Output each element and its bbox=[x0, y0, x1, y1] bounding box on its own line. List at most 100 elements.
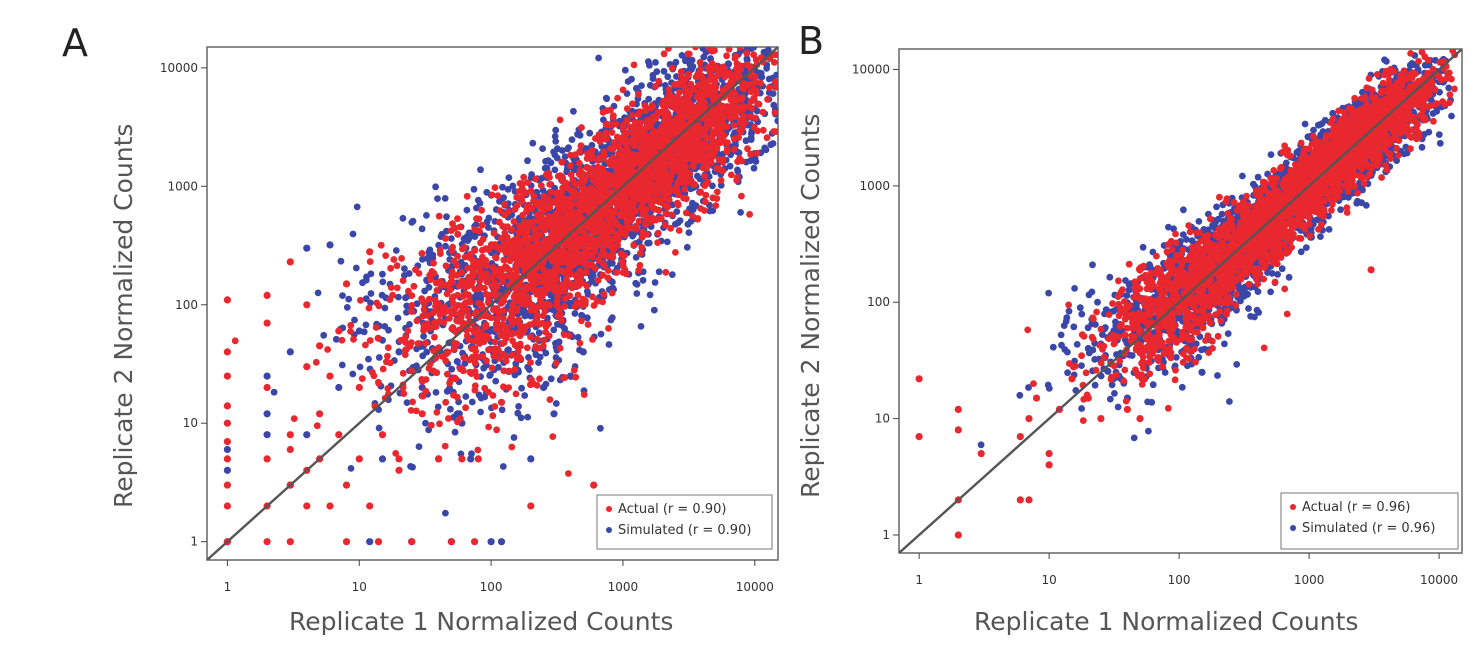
simulated-point bbox=[477, 408, 484, 416]
actual-point bbox=[471, 226, 479, 234]
simulated-point bbox=[403, 309, 410, 316]
actual-point bbox=[491, 338, 499, 346]
simulated-point bbox=[558, 321, 565, 329]
actual-point bbox=[511, 366, 519, 373]
simulated-point bbox=[568, 136, 576, 144]
simulated-point bbox=[394, 314, 402, 322]
simulated-point bbox=[574, 130, 581, 138]
simulated-point bbox=[547, 291, 555, 299]
actual-point bbox=[494, 192, 502, 200]
actual-point bbox=[689, 212, 696, 220]
simulated-point bbox=[375, 354, 383, 361]
simulated-point bbox=[463, 206, 471, 214]
actual-point bbox=[576, 339, 584, 347]
actual-point bbox=[450, 310, 458, 318]
actual-point bbox=[507, 330, 515, 338]
actual-point bbox=[635, 217, 643, 225]
actual-point bbox=[530, 225, 538, 233]
actual-point bbox=[398, 255, 405, 262]
actual-point bbox=[454, 418, 461, 426]
actual-point bbox=[576, 166, 584, 174]
actual-point bbox=[622, 130, 630, 138]
simulated-point bbox=[432, 183, 439, 191]
actual-point bbox=[723, 52, 730, 60]
simulated-point bbox=[542, 157, 549, 165]
simulated-point bbox=[629, 232, 636, 240]
actual-point bbox=[636, 119, 644, 127]
actual-point bbox=[545, 320, 552, 328]
actual-point bbox=[614, 94, 621, 102]
actual-point bbox=[677, 170, 684, 178]
actual-point bbox=[764, 96, 771, 103]
simulated-point bbox=[624, 78, 632, 85]
actual-point bbox=[408, 292, 416, 299]
actual-point bbox=[640, 205, 647, 212]
actual-point bbox=[635, 90, 642, 98]
actual-point bbox=[597, 176, 604, 184]
simulated-point bbox=[432, 389, 440, 396]
actual-point bbox=[409, 398, 416, 406]
actual-point bbox=[375, 378, 382, 386]
simulated-point bbox=[454, 358, 461, 366]
actual-point bbox=[730, 146, 738, 153]
actual-point bbox=[483, 278, 491, 286]
actual-point bbox=[358, 375, 366, 382]
actual-point bbox=[726, 109, 733, 117]
actual-point bbox=[738, 157, 746, 165]
simulated-point bbox=[362, 321, 370, 329]
actual-point bbox=[603, 239, 610, 247]
actual-point bbox=[551, 257, 559, 265]
actual-point bbox=[662, 268, 670, 276]
actual-point bbox=[471, 310, 479, 318]
simulated-point bbox=[379, 278, 387, 286]
actual-point bbox=[537, 273, 545, 281]
simulated-point bbox=[528, 171, 535, 178]
actual-point bbox=[573, 299, 581, 306]
simulated-point bbox=[286, 348, 294, 356]
actual-point bbox=[508, 226, 516, 234]
actual-point bbox=[715, 110, 722, 118]
simulated-point bbox=[381, 323, 389, 330]
actual-point bbox=[744, 81, 752, 88]
simulated-point bbox=[367, 299, 374, 307]
simulated-point bbox=[332, 335, 340, 343]
actual-point bbox=[544, 274, 552, 282]
actual-point bbox=[662, 184, 670, 192]
actual-point bbox=[508, 351, 516, 359]
actual-point bbox=[623, 219, 631, 227]
simulated-point bbox=[649, 75, 657, 82]
actual-point bbox=[554, 201, 562, 208]
actual-point bbox=[546, 396, 554, 403]
simulated-point bbox=[401, 272, 408, 279]
actual-point bbox=[754, 100, 761, 108]
actual-point bbox=[231, 337, 239, 345]
actual-point bbox=[399, 369, 407, 377]
simulated-point bbox=[558, 147, 566, 154]
actual-point bbox=[702, 198, 709, 206]
actual-point bbox=[680, 194, 687, 202]
actual-point bbox=[740, 112, 748, 120]
simulated-point bbox=[468, 398, 476, 406]
simulated-point bbox=[645, 58, 652, 65]
actual-point bbox=[572, 237, 580, 245]
simulated-point bbox=[726, 162, 734, 170]
actual-point bbox=[446, 315, 453, 322]
actual-point bbox=[430, 259, 437, 267]
simulated-point bbox=[451, 428, 459, 436]
actual-point bbox=[609, 112, 617, 119]
simulated-point bbox=[499, 183, 506, 191]
actual-point bbox=[516, 340, 524, 348]
simulated-point bbox=[694, 172, 701, 180]
simulated-point bbox=[509, 182, 517, 190]
actual-point bbox=[373, 299, 381, 307]
actual-point bbox=[412, 407, 420, 415]
simulated-point bbox=[603, 95, 611, 103]
actual-point bbox=[661, 107, 669, 114]
actual-point bbox=[420, 321, 428, 329]
actual-point bbox=[701, 172, 708, 180]
actual-point bbox=[580, 391, 588, 398]
actual-point bbox=[748, 87, 756, 95]
actual-point bbox=[641, 102, 649, 109]
actual-point bbox=[431, 333, 438, 341]
